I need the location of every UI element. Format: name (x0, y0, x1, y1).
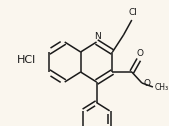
Text: CH₃: CH₃ (155, 84, 169, 92)
Text: O: O (144, 80, 151, 88)
Text: Cl: Cl (128, 8, 137, 17)
Text: O: O (136, 49, 143, 58)
Text: N: N (94, 32, 101, 41)
Text: HCl: HCl (17, 55, 36, 65)
